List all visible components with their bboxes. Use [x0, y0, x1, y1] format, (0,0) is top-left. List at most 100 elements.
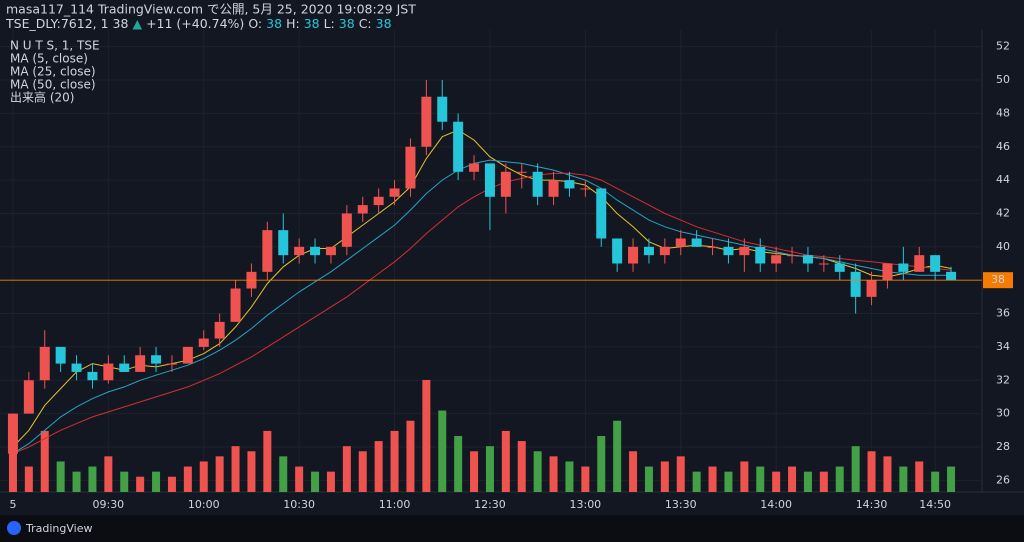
brand-logo — [7, 521, 21, 535]
x-tick-label: 13:30 — [665, 498, 697, 511]
volume-bar — [342, 446, 351, 492]
volume-bar — [215, 456, 224, 492]
candle-body — [516, 171, 527, 173]
candle-body — [119, 363, 130, 372]
volume-bar — [88, 466, 97, 492]
candle-body — [898, 263, 909, 272]
volume-bar — [629, 451, 638, 492]
legend-entry: 出来高 (20) — [10, 90, 74, 105]
candle-body — [55, 346, 66, 364]
axes: 26 28 30 32 34 36 38 40 42 44 46 48 50 52 5 09:30 10:00 1… — [0, 40, 1013, 511]
volume-bar — [358, 451, 367, 492]
candle-body — [802, 255, 813, 264]
candle-body — [373, 196, 384, 206]
y-tick-label: 36 — [996, 307, 1010, 320]
legend-entry: MA (5, close) — [10, 52, 88, 66]
candle-body — [325, 246, 336, 256]
volume-bar — [899, 466, 908, 492]
candle-body — [914, 255, 925, 272]
volume-bar — [263, 430, 272, 492]
candle-body — [341, 213, 352, 247]
last-price-label: 38 — [991, 273, 1005, 286]
volume-bar — [597, 436, 606, 492]
volume-bar — [72, 471, 81, 492]
y-tick-label: 34 — [996, 340, 1010, 353]
x-tick-label: 14:50 — [919, 498, 951, 511]
ma-line — [12, 172, 952, 455]
volume-bar — [199, 461, 208, 492]
candle-body — [930, 255, 941, 272]
volume-bar — [867, 451, 876, 492]
volume-bar — [470, 451, 479, 492]
legend-entry: MA (25, close) — [10, 65, 96, 79]
volume-bar — [422, 380, 431, 492]
y-tick-label: 44 — [996, 173, 1010, 186]
candle-body — [71, 363, 82, 372]
volume-bar — [772, 471, 781, 492]
volume-bar — [517, 441, 526, 492]
x-tick-label: 14:30 — [856, 498, 888, 511]
candle-body — [612, 238, 623, 264]
quote-part: H: — [286, 16, 300, 31]
x-tick-label: 13:00 — [569, 498, 601, 511]
candle-body — [628, 246, 639, 264]
y-tick-label: 48 — [996, 106, 1010, 119]
volume-bar — [644, 466, 653, 492]
candle-body — [564, 180, 575, 189]
candle-body — [946, 271, 957, 281]
candle-body — [421, 96, 432, 147]
candle-body — [182, 346, 193, 364]
last-price-box — [983, 272, 1013, 289]
quote-part: 38 — [304, 16, 320, 31]
x-tick-label: 11:00 — [379, 498, 411, 511]
candle-body — [453, 121, 464, 172]
candle-body — [39, 346, 50, 381]
volume-bar — [454, 436, 463, 492]
candle-body — [230, 288, 241, 322]
candle-body — [548, 180, 559, 197]
volume-bar — [247, 451, 256, 492]
y-tick-label: 52 — [996, 40, 1010, 53]
volume-bar — [167, 476, 176, 492]
header-title: masa117_114 TradingView.com で公開, 5月 25, … — [6, 2, 416, 17]
volume-bar — [883, 456, 892, 492]
volume-bar — [533, 451, 542, 492]
x-tick-label: 10:30 — [283, 498, 315, 511]
volume-bar — [485, 446, 494, 492]
volume-bar — [326, 471, 335, 492]
candle-body — [580, 188, 591, 190]
candle-body — [7, 413, 18, 454]
candle-body — [389, 188, 400, 197]
volume-bar — [8, 451, 17, 492]
legend-symbol: N U T S, 1, TSE — [10, 39, 100, 53]
volume-bar — [40, 430, 49, 492]
x-tick-label: 5 — [9, 498, 16, 511]
legend: MA (5, close)MA (25, close)MA (50, close… — [10, 52, 96, 105]
y-tick-label: 32 — [996, 373, 1010, 386]
quote-part: L: — [324, 16, 335, 31]
volume-bar — [501, 430, 510, 492]
x-tick-label: 12:30 — [474, 498, 506, 511]
candle-body — [834, 263, 845, 272]
candle-body — [675, 238, 686, 247]
quote-part: ▲ — [132, 16, 142, 31]
quote-part: 38 — [266, 16, 282, 31]
volume-bar — [438, 410, 447, 492]
quote-part: C: — [359, 16, 372, 31]
volume-bar — [931, 471, 940, 492]
volume-bar — [120, 471, 129, 492]
volume-bar — [613, 420, 622, 492]
volume-bar — [740, 461, 749, 492]
candle-body — [278, 230, 289, 256]
candle-body — [310, 246, 321, 256]
volume-bar — [692, 471, 701, 492]
candle-body — [500, 171, 511, 197]
volume-bar — [295, 466, 304, 492]
header-quote: TSE_DLY:7612, 1 38 ▲ +11 (+40.74%) O: 38 H: 38… — [5, 16, 392, 31]
volume-bar — [549, 456, 558, 492]
y-tick-label: 30 — [996, 407, 1010, 420]
footer-brand: TradingView — [25, 522, 92, 535]
candle-body — [882, 263, 893, 281]
volume-bar — [708, 466, 717, 492]
